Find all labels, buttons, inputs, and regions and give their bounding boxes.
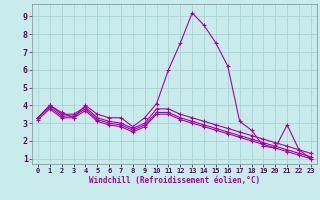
X-axis label: Windchill (Refroidissement éolien,°C): Windchill (Refroidissement éolien,°C)	[89, 176, 260, 185]
